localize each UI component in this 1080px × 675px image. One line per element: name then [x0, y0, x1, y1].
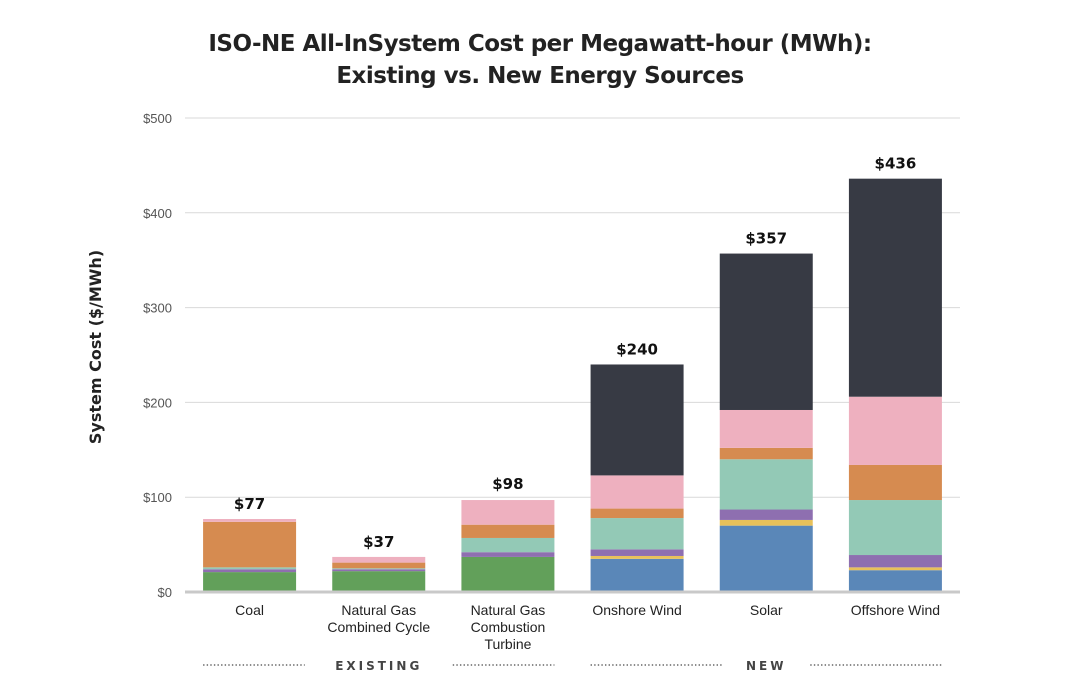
bar-total-label: $357	[745, 230, 787, 248]
bar-total-label: $98	[492, 475, 523, 493]
category-label: Solar	[750, 602, 783, 618]
bar-segment	[719, 253, 813, 410]
bar-segment	[719, 459, 813, 510]
chart-title-line-2: Existing vs. New Energy Sources	[336, 63, 744, 89]
bar-segment	[203, 567, 297, 570]
bar-segment	[461, 524, 555, 538]
y-tick-label: $0	[158, 585, 172, 600]
category-label: Natural Gas	[341, 602, 416, 618]
y-axis-label: System Cost ($/MWh)	[86, 250, 105, 444]
bar-segment	[719, 519, 813, 526]
bar-segment	[848, 567, 942, 571]
category-label: Combined Cycle	[327, 619, 430, 635]
category-label: Offshore Wind	[851, 602, 940, 618]
bar-segment	[332, 562, 426, 569]
bar-segment	[719, 447, 813, 460]
bar-segment	[461, 537, 555, 553]
group-label: NEW	[746, 659, 786, 673]
bar-segment	[719, 509, 813, 520]
bar-segment	[203, 569, 297, 573]
bar-segment	[590, 555, 684, 559]
category-label: Combustion	[471, 619, 546, 635]
bar-segment	[461, 500, 555, 525]
y-tick-label: $500	[143, 111, 172, 126]
bar-segment	[848, 570, 942, 592]
y-tick-label: $400	[143, 206, 172, 221]
bar-total-label: $37	[363, 533, 394, 551]
category-label: Coal	[235, 602, 264, 618]
bar-segment	[848, 500, 942, 556]
bar-segment	[719, 525, 813, 592]
bar-segment	[332, 571, 426, 592]
y-tick-label: $300	[143, 301, 172, 316]
y-tick-label: $100	[143, 490, 172, 505]
bar-segment	[203, 519, 297, 522]
bar-segment	[590, 549, 684, 556]
bar-total-label: $77	[234, 495, 265, 513]
bar-segment	[461, 556, 555, 592]
bar-segment	[848, 555, 942, 568]
bar-segment	[848, 464, 942, 501]
y-tick-label: $200	[143, 395, 172, 410]
category-label: Onshore Wind	[592, 602, 681, 618]
bar-segment	[332, 556, 426, 563]
labels: $0 $100 $200 $300 $400 $500 $77 Coal $37 Natural …	[143, 111, 940, 652]
bars	[203, 178, 942, 592]
gridlines	[185, 117, 960, 498]
bar-segment	[590, 475, 684, 509]
bar-segment	[590, 364, 684, 476]
bar-segment	[848, 396, 942, 465]
bar-total-label: $240	[616, 340, 658, 358]
bar-segment	[203, 521, 297, 568]
chart-title-line-1: ISO-NE All-InSystem Cost per Megawatt-ho…	[208, 31, 872, 57]
group-label: EXISTING	[335, 659, 422, 673]
category-groups: EXISTING NEW	[203, 659, 942, 673]
bar-segment	[590, 518, 684, 550]
bar-segment	[590, 508, 684, 519]
bar-segment	[332, 568, 426, 570]
chart-title: ISO-NE All-InSystem Cost per Megawatt-ho…	[0, 28, 1080, 92]
bar-segment	[203, 572, 297, 592]
bar-segment	[332, 569, 426, 572]
bar-segment	[590, 558, 684, 592]
category-label: Turbine	[484, 636, 531, 652]
bar-segment	[719, 409, 813, 448]
bar-segment	[848, 178, 942, 397]
bar-segment	[461, 552, 555, 557]
bar-total-label: $436	[875, 155, 917, 173]
category-label: Natural Gas	[471, 602, 546, 618]
